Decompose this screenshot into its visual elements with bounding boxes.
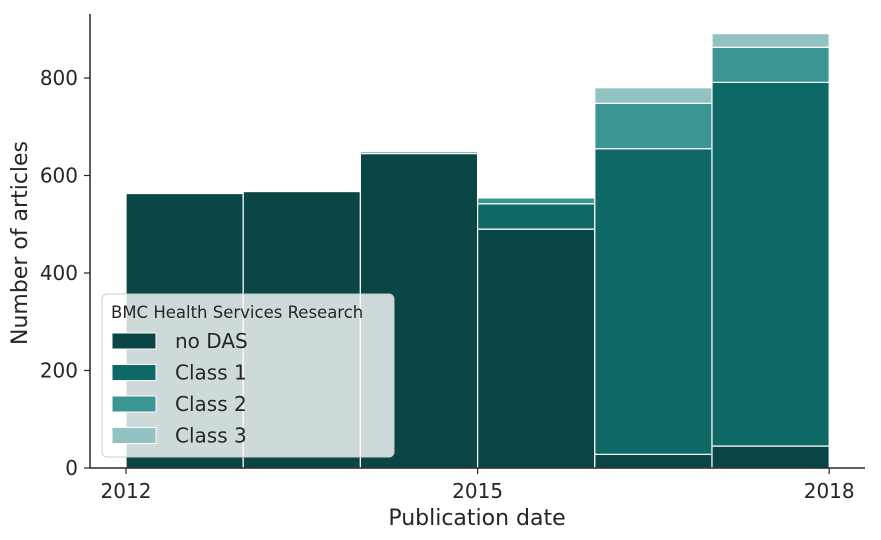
legend-items: no DAS Class 1 Class 2 Class 3	[111, 329, 248, 448]
x-tick-label: 2018	[804, 479, 855, 503]
bar-segment	[477, 197, 596, 205]
bar-segment	[594, 453, 713, 469]
bar-segment	[711, 33, 830, 48]
x-tick-labels: 2012 2015 2018	[101, 468, 855, 503]
legend-label: Class 2	[175, 392, 247, 416]
x-axis-label: Publication date	[388, 506, 565, 531]
x-tick-label: 2015	[452, 479, 503, 503]
legend-label: no DAS	[175, 329, 248, 353]
legend: BMC Health Services Research no DAS Class…	[101, 293, 395, 458]
y-tick-label: 200	[40, 359, 78, 383]
y-tick-label: 0	[65, 456, 78, 480]
legend-swatch	[111, 427, 157, 444]
y-tick-label: 800	[40, 66, 78, 90]
legend-label: Class 3	[175, 424, 247, 448]
x-tick-label: 2012	[101, 479, 152, 503]
bar-segment	[594, 102, 713, 150]
legend-box	[101, 293, 395, 458]
legend-label: Class 1	[175, 361, 247, 385]
y-tick-label: 600	[40, 164, 78, 188]
bar-segment	[711, 81, 830, 447]
bar-segment	[477, 228, 596, 469]
y-tick-labels: 0 200 400 600 800	[40, 66, 90, 480]
legend-title: BMC Health Services Research	[111, 303, 363, 322]
bar-segment	[477, 203, 596, 230]
bar-segment	[359, 150, 479, 153]
bar-segment	[711, 445, 830, 469]
legend-swatch	[111, 332, 157, 350]
legend-swatch	[111, 395, 157, 413]
bar-segment	[594, 148, 713, 455]
bar-segment	[594, 87, 713, 104]
bar-segment	[711, 46, 830, 83]
legend-swatch	[111, 364, 157, 381]
y-tick-label: 400	[40, 261, 78, 285]
y-axis-label: Number of articles	[8, 141, 33, 345]
